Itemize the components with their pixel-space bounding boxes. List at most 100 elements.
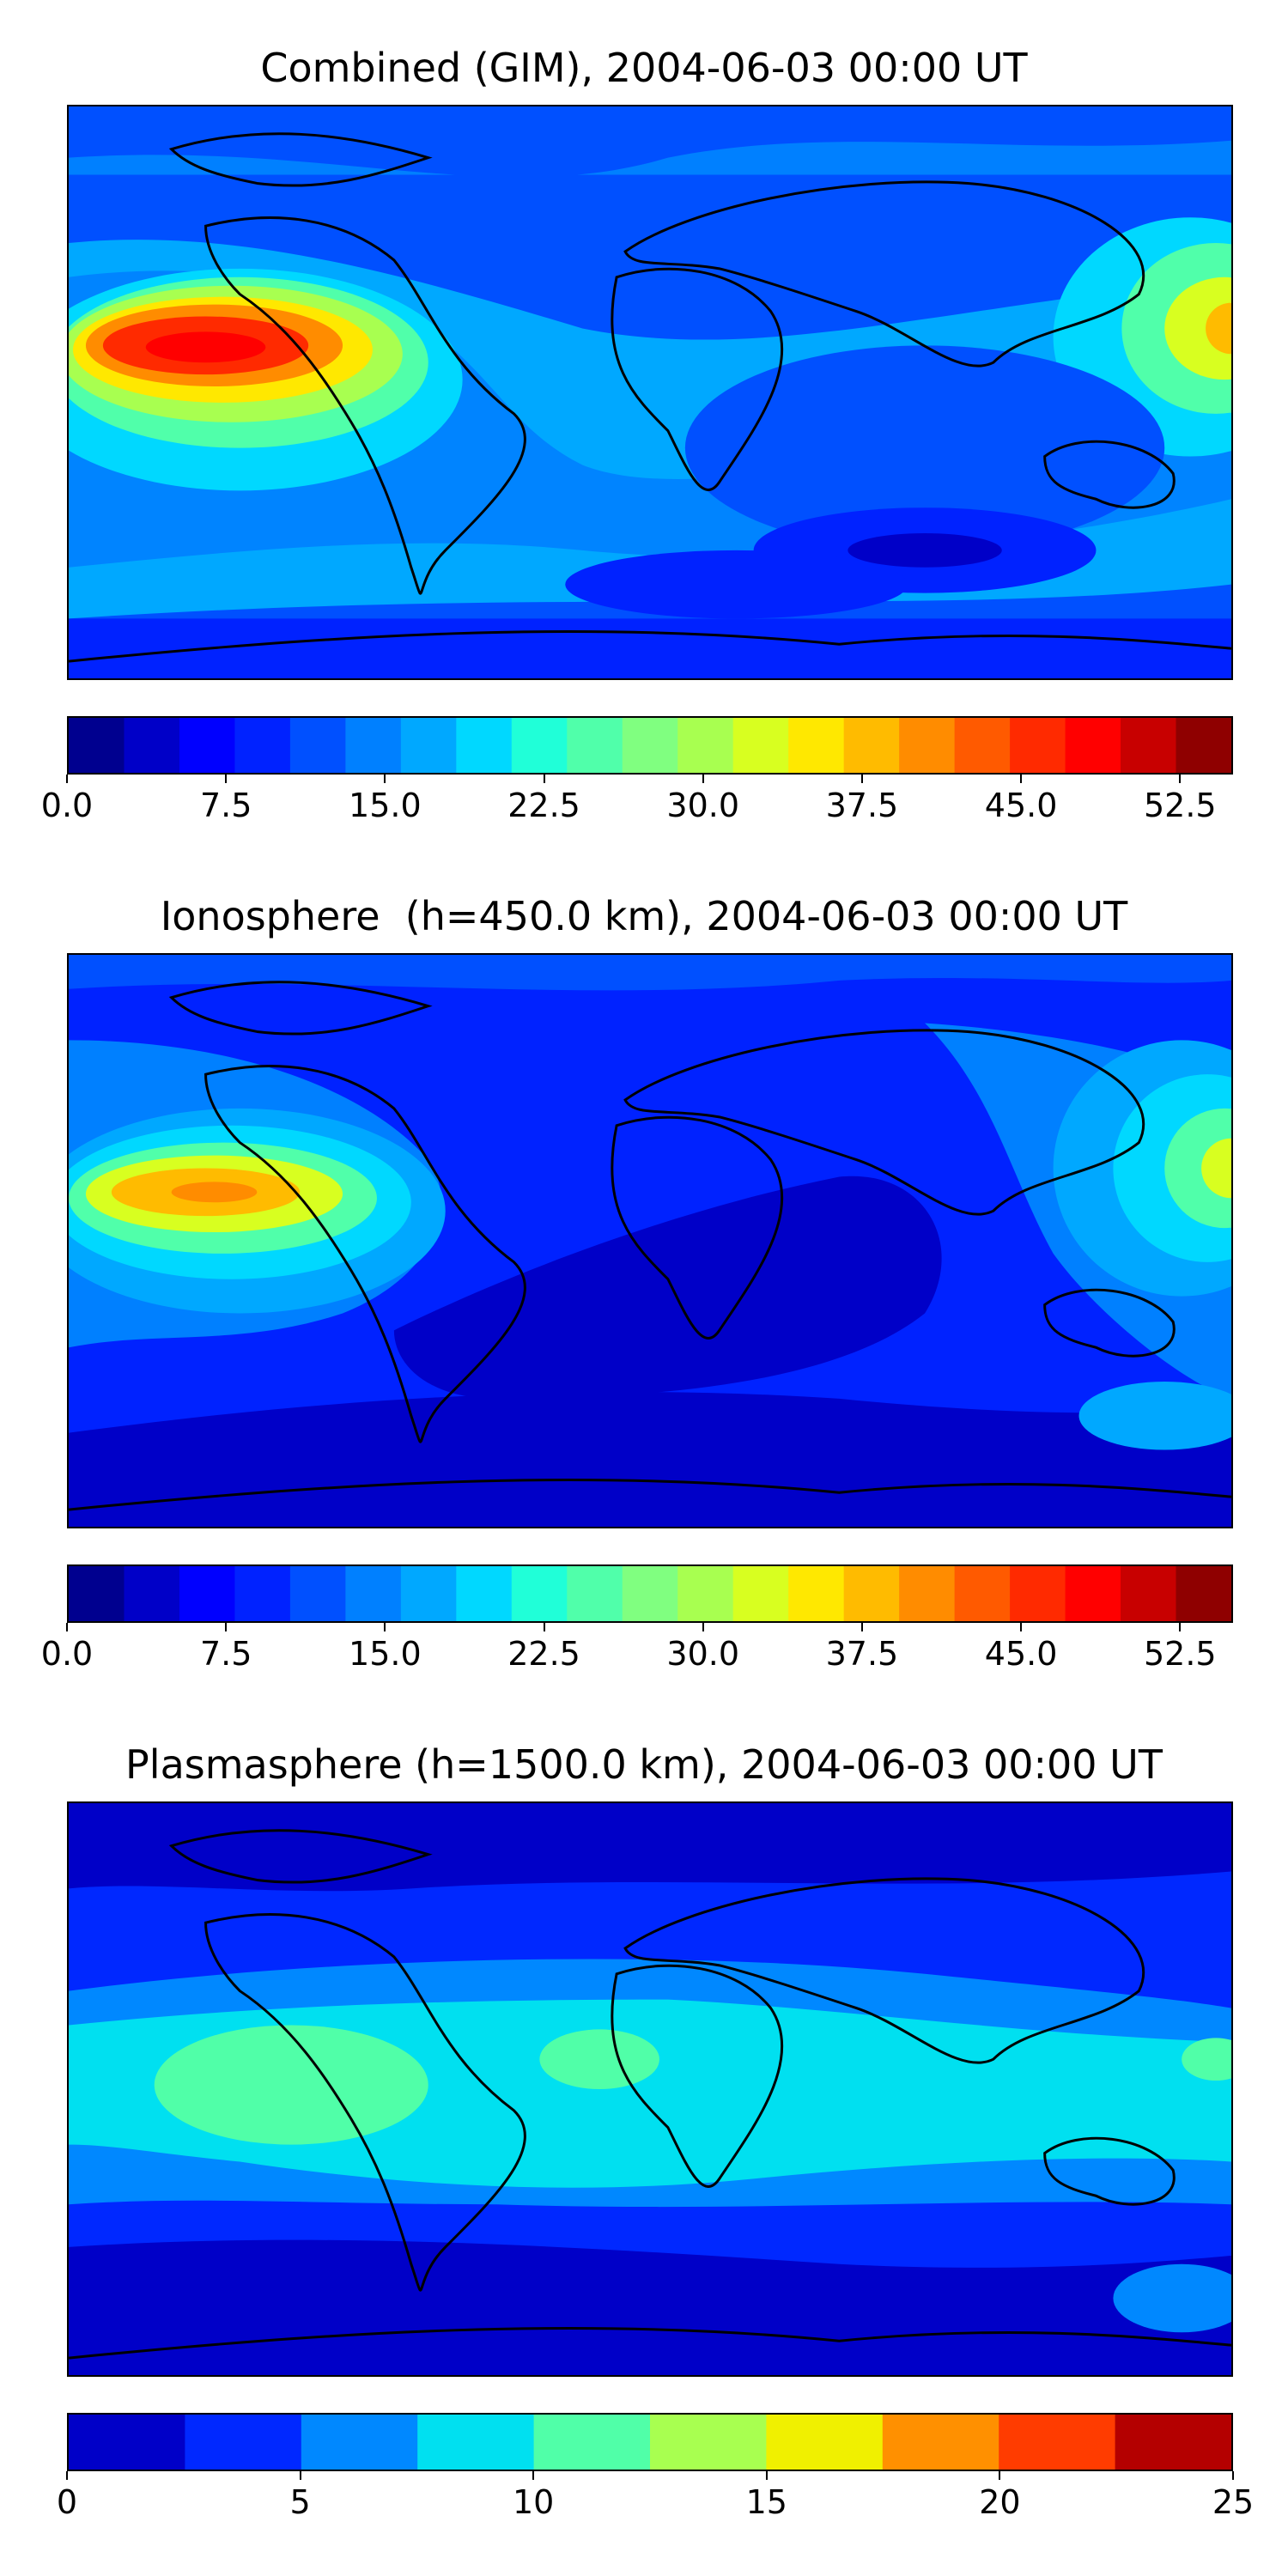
colorbar-segment — [185, 2415, 302, 2470]
colorbar-segment — [1121, 718, 1177, 773]
colorbar-tick-label: 20 — [979, 2483, 1021, 2521]
colorbar-segment — [289, 718, 346, 773]
colorbar-segment — [1065, 1566, 1121, 1621]
colorbar-segment — [1010, 1566, 1066, 1621]
colorbar-tick — [860, 775, 863, 783]
colorbar-segment — [622, 718, 678, 773]
colorbar-segment — [732, 718, 789, 773]
colorbar-tick-label: 7.5 — [199, 787, 252, 824]
colorbar-segment — [1176, 1566, 1231, 1621]
ionosphere-map — [67, 953, 1233, 1528]
colorbar-tick-label: 22.5 — [507, 1635, 580, 1673]
colorbar-segment — [289, 1566, 346, 1621]
plasmasphere-map — [67, 1801, 1233, 2377]
colorbar-segment — [124, 1566, 180, 1621]
colorbar-tick-label: 37.5 — [825, 1635, 899, 1673]
colorbar-segment — [899, 718, 956, 773]
combined-gim-colorbar-ticks: 0.0 7.5 15.0 22.5 30.0 37.5 45.0 52.5 — [41, 775, 1233, 826]
colorbar-tick — [66, 2471, 68, 2480]
colorbar-segment — [843, 1566, 900, 1621]
colorbar-segment — [732, 1566, 789, 1621]
ionosphere-colorbar — [67, 1564, 1233, 1623]
colorbar-tick — [225, 775, 228, 783]
colorbar-tick — [1179, 775, 1182, 783]
colorbar-tick — [702, 775, 704, 783]
colorbar-tick — [1179, 1623, 1182, 1631]
colorbar-tick-label: 15.0 — [349, 1635, 422, 1673]
colorbar-tick — [1232, 2471, 1234, 2480]
colorbar-segment — [622, 1566, 678, 1621]
colorbar-segment — [400, 718, 457, 773]
colorbar-tick-label: 25 — [1212, 2483, 1255, 2521]
colorbar-segment — [954, 1566, 1011, 1621]
colorbar-segment — [345, 718, 402, 773]
colorbar-tick-label: 30.0 — [666, 1635, 740, 1673]
colorbar-segment — [511, 718, 568, 773]
colorbar-segment — [533, 2415, 651, 2470]
colorbar-segment — [69, 2415, 185, 2470]
colorbar-segment — [234, 718, 291, 773]
colorbar-segment — [1065, 718, 1121, 773]
colorbar-tick — [860, 1623, 863, 1631]
colorbar-tick-label: 15 — [745, 2483, 787, 2521]
colorbar-tick-label: 15.0 — [349, 787, 422, 824]
colorbar-segment — [69, 718, 125, 773]
colorbar-tick-label: 5 — [289, 2483, 311, 2521]
colorbar-tick — [543, 775, 545, 783]
colorbar-segment — [1115, 2415, 1231, 2470]
colorbar-tick-label: 0.0 — [40, 787, 94, 824]
colorbar-segment — [999, 2415, 1116, 2470]
colorbar-segment — [1121, 1566, 1177, 1621]
colorbar-tick-label: 45.0 — [984, 787, 1058, 824]
colorbar-segment — [234, 1566, 291, 1621]
colorbar-segment — [417, 2415, 535, 2470]
colorbar-segment — [843, 718, 900, 773]
colorbar-tick — [66, 1623, 68, 1631]
colorbar-segment — [345, 1566, 402, 1621]
colorbar-segment — [650, 2415, 767, 2470]
ionosphere-title: Ionosphere (h=450.0 km), 2004-06-03 00:0… — [160, 893, 1128, 939]
colorbar-segment — [1010, 718, 1066, 773]
colorbar-segment — [69, 1566, 125, 1621]
combined-gim-title: Combined (GIM), 2004-06-03 00:00 UT — [260, 45, 1028, 91]
colorbar-segment — [954, 718, 1011, 773]
ionosphere-heatmap — [69, 955, 1231, 1527]
colorbar-tick — [225, 1623, 228, 1631]
colorbar-tick — [532, 2471, 535, 2480]
colorbar-segment — [882, 2415, 999, 2470]
colorbar-segment — [677, 718, 734, 773]
colorbar-tick-label: 52.5 — [1143, 787, 1217, 824]
colorbar-tick-label: 45.0 — [984, 1635, 1058, 1673]
colorbar-segment — [179, 1566, 235, 1621]
colorbar-segment — [179, 718, 235, 773]
colorbar-segment — [788, 718, 845, 773]
colorbar-tick-label: 37.5 — [825, 787, 899, 824]
colorbar-segment — [677, 1566, 734, 1621]
colorbar-tick — [543, 1623, 545, 1631]
colorbar-tick — [765, 2471, 768, 2480]
plasmasphere-title: Plasmasphere (h=1500.0 km), 2004-06-03 0… — [125, 1741, 1163, 1788]
colorbar-tick — [1020, 1623, 1023, 1631]
colorbar-tick-label: 7.5 — [199, 1635, 252, 1673]
colorbar-tick-label: 22.5 — [507, 787, 580, 824]
colorbar-tick — [384, 775, 386, 783]
colorbar-tick-label: 10 — [513, 2483, 555, 2521]
colorbar-segment — [766, 2415, 884, 2470]
colorbar-tick — [999, 2471, 1001, 2480]
colorbar-tick-label: 0.0 — [40, 1635, 94, 1673]
colorbar-tick — [299, 2471, 301, 2480]
colorbar-segment — [899, 1566, 956, 1621]
colorbar-tick — [1020, 775, 1023, 783]
colorbar-tick — [384, 1623, 386, 1631]
ionosphere-colorbar-ticks: 0.0 7.5 15.0 22.5 30.0 37.5 45.0 52.5 — [41, 1623, 1233, 1674]
colorbar-tick-label: 0 — [56, 2483, 78, 2521]
colorbar-segment — [511, 1566, 568, 1621]
combined-gim-heatmap — [69, 106, 1231, 678]
colorbar-segment — [456, 718, 513, 773]
colorbar-segment — [124, 718, 180, 773]
plasmasphere-heatmap — [69, 1803, 1231, 2375]
combined-gim-colorbar — [67, 716, 1233, 775]
colorbar-segment — [567, 718, 623, 773]
colorbar-tick-label: 30.0 — [666, 787, 740, 824]
colorbar-tick — [702, 1623, 704, 1631]
